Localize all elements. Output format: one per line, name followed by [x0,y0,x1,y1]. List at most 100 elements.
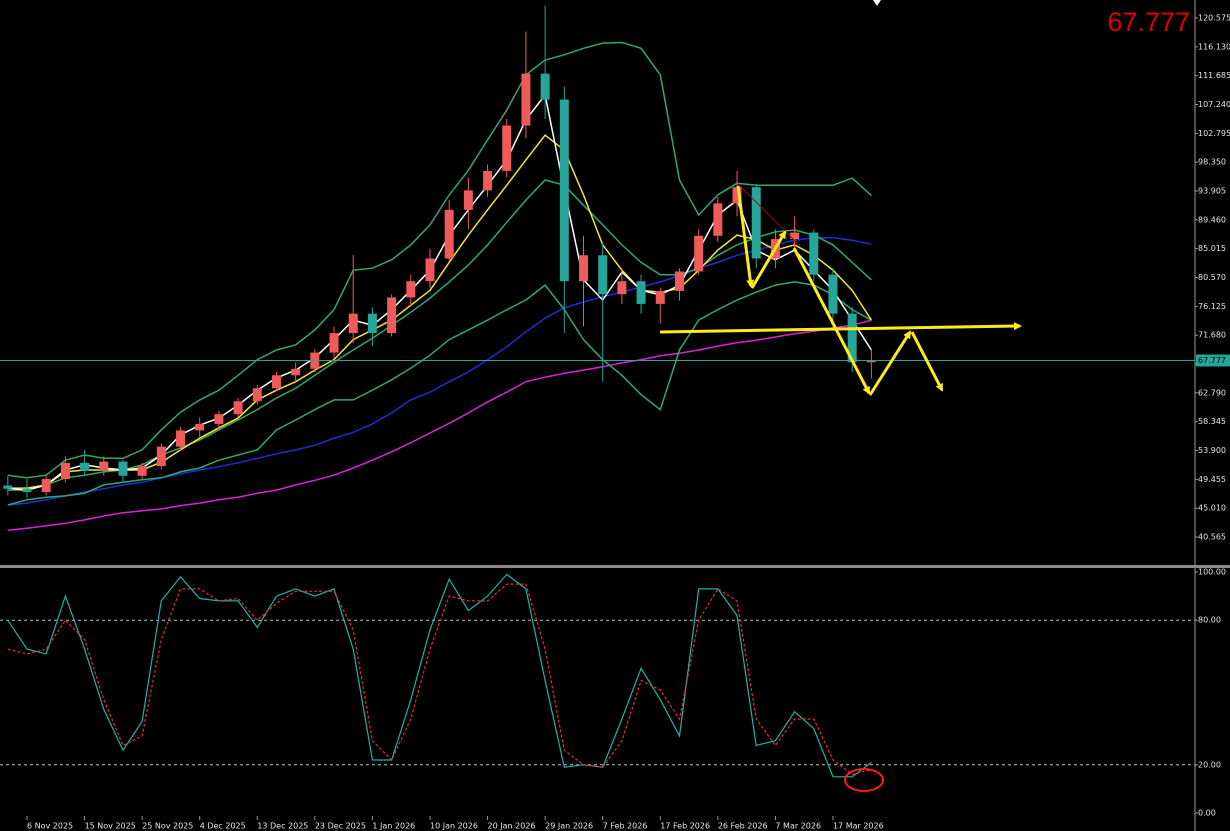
highlight-circle [844,768,884,792]
candle-body [425,258,435,282]
candle-body [866,360,876,363]
x-tick-label: 26 Feb 2026 [718,822,768,831]
candle-body [598,255,608,295]
candle-body [99,461,109,471]
candle-body [483,170,493,191]
y-tick-label: 0.00 [1198,808,1216,817]
y-tick-label: 76.125 [1198,302,1226,311]
y-tick-label: 98.350 [1198,158,1226,167]
y-tick-label: 85.015 [1198,244,1226,253]
y-tick-label: 102.795 [1198,129,1230,138]
x-tick-label: 4 Dec 2025 [200,822,246,831]
candle-body [252,388,262,402]
indicator-line [7,93,873,491]
wave-arrow [750,230,787,289]
candle-body [694,235,704,272]
oscillator-line [7,583,872,776]
candle-body [751,187,761,259]
x-tick-label: 10 Jan 2026 [430,822,478,831]
x-tick-label: 7 Feb 2026 [603,822,648,831]
y-tick-label: 111.685 [1198,71,1230,80]
x-tick-label: 7 Mar 2026 [775,822,821,831]
candle-body [387,297,397,334]
candle-body [790,232,800,240]
wave-arrow [792,247,871,395]
indicator-line [7,319,872,532]
last-price-label: 67.777 [1198,356,1226,365]
y-tick-label: 89.460 [1198,215,1226,224]
y-tick-label: 40.565 [1198,533,1226,542]
wave-arrow [868,330,912,396]
y-tick-label: 49.455 [1198,475,1226,484]
panel-separator [0,565,1230,568]
candle-body [540,73,550,100]
y-tick-label: 100.00 [1198,568,1226,577]
y-tick-label: 58.345 [1198,417,1226,426]
annotations [659,0,1022,792]
indicator-line [7,179,872,491]
candle-body [214,414,224,424]
candle-body [463,190,473,210]
x-tick-label: 6 Nov 2025 [27,822,73,831]
x-tick-label: 1 Jan 2026 [372,822,415,831]
last-price-display: 67.777 [1107,7,1190,37]
indicator-line [7,281,872,506]
trend-line [737,183,801,247]
y-tick-label: 107.240 [1198,100,1230,109]
candle-body [41,479,51,493]
candle-body [80,462,90,471]
y-tick-label: 20.00 [1198,760,1221,769]
candle-body [444,209,454,259]
candle-body [502,125,512,171]
candle-body [713,203,723,236]
indicator-line [7,134,873,489]
y-tick-label: 62.790 [1198,388,1226,397]
y-tick-label: 53.900 [1198,446,1226,455]
candle-body [271,375,281,389]
candle-body [655,290,665,304]
candle-body [195,423,205,431]
candle-body [233,401,243,415]
x-tick-label: 15 Nov 2025 [85,822,136,831]
x-tick-label: 20 Jan 2026 [488,822,536,831]
candle-body [847,313,857,363]
y-tick-label: 120.575 [1198,14,1230,23]
x-tick-label: 25 Nov 2025 [142,822,193,831]
plot-area: 120.575 116.130 111.685 107.240 102.795 98.35… [0,5,1230,831]
candle-body [3,485,13,489]
last-price-tag [1196,354,1230,367]
wave-arrow [736,185,755,288]
candle-body [137,466,147,476]
indicator-line [7,236,872,506]
candle-body [617,281,627,295]
y-tick-label: 116.130 [1198,42,1230,51]
x-tick-label: 17 Mar 2026 [833,822,884,831]
y-tick-label: 80.570 [1198,273,1226,282]
candle-body [636,281,646,304]
x-tick-label: 29 Jan 2026 [545,822,593,831]
candle-body [367,313,377,334]
y-tick-label: 80.00 [1198,616,1221,625]
candle-body [156,446,166,467]
support-arrow [659,322,1022,334]
x-tick-label: 17 Feb 2026 [660,822,710,831]
candle-body [809,232,819,275]
candle-body [579,255,589,282]
y-tick-label: 45.010 [1198,504,1226,513]
candle-body [521,73,531,126]
y-tick-label: 71.680 [1198,331,1226,340]
candle-body [176,430,186,447]
x-tick-label: 23 Dec 2025 [315,822,366,831]
candle-body [674,271,684,291]
candle-body [406,281,416,298]
oscillator-line [7,573,872,778]
y-tick-label: 93.905 [1198,187,1226,196]
candle-body [348,313,358,334]
wave-arrow [910,331,944,392]
shift-marker [873,0,881,6]
candle-body [291,368,301,376]
indicator-line [7,41,872,479]
